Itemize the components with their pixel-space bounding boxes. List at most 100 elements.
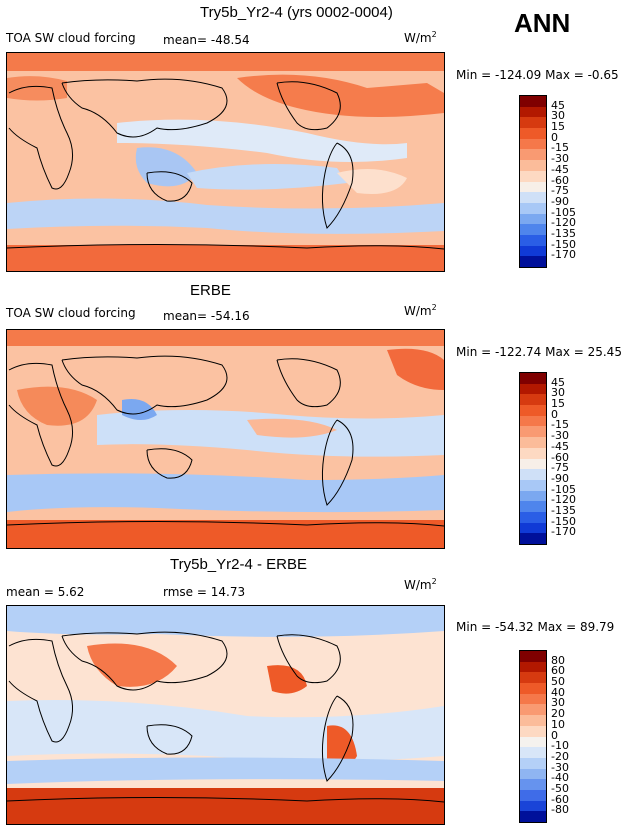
colorbar-label: -60 <box>551 792 569 806</box>
colorbar-segment <box>520 405 546 416</box>
colorbar-label: -120 <box>551 493 576 507</box>
panel3-field-northblue <box>7 606 444 637</box>
colorbar-label: -150 <box>551 514 576 528</box>
colorbar-segment <box>520 149 546 161</box>
colorbar-label: -90 <box>551 471 569 485</box>
colorbar-label: -90 <box>551 194 569 208</box>
colorbar-label: -170 <box>551 525 576 539</box>
panel1-field-base <box>7 53 444 271</box>
panel2-field-stratus <box>247 418 337 438</box>
panel3-coastlines <box>7 631 444 803</box>
colorbar-label: -40 <box>551 771 569 785</box>
colorbar-label: 15 <box>551 397 565 411</box>
season-label: ANN <box>514 8 571 38</box>
panel2-field-southerncb <box>7 473 444 513</box>
colorbar-segment <box>520 426 546 438</box>
colorbar-label: -15 <box>551 418 569 432</box>
colorbar-label: 0 <box>551 407 558 421</box>
colorbar-segment <box>520 779 546 790</box>
colorbar-segment <box>520 479 546 491</box>
colorbar-segment <box>520 160 546 171</box>
colorbar-segment <box>520 437 546 448</box>
colorbar-segment <box>520 747 546 758</box>
panel1-coastlines <box>7 78 444 250</box>
colorbar-label: 50 <box>551 675 565 689</box>
panel1-field-northatlantic <box>7 76 67 101</box>
colorbar-label: -30 <box>551 152 569 166</box>
colorbar-label: 40 <box>551 685 565 699</box>
panel3-field-asia-red <box>87 643 177 687</box>
colorbar-label: -120 <box>551 216 576 230</box>
panel2-field-saharan <box>17 386 97 426</box>
colorbar-segment <box>520 181 546 193</box>
panel3-field-antarctic-red <box>7 788 444 824</box>
colorbar-label: -45 <box>551 439 569 453</box>
colorbar-segment <box>520 768 546 780</box>
colorbar-segment <box>520 256 546 267</box>
colorbar-label: 0 <box>551 130 558 144</box>
colorbar-segment <box>520 447 546 459</box>
colorbar-label: -75 <box>551 184 569 198</box>
colorbar-label: 30 <box>551 386 565 400</box>
colorbar-label: 15 <box>551 120 565 134</box>
colorbar-label: -50 <box>551 781 569 795</box>
colorbar-label: -30 <box>551 760 569 774</box>
colorbar-segment <box>520 415 546 427</box>
colorbar-label: -15 <box>551 141 569 155</box>
colorbar-segment <box>520 725 546 737</box>
panel3-units: W/m2 <box>404 577 437 592</box>
panel2-units: W/m2 <box>404 303 437 318</box>
colorbar-segment <box>520 672 546 684</box>
colorbar-label: -20 <box>551 749 569 763</box>
colorbar-segment <box>520 693 546 705</box>
panel1-minmax: Min = -124.09 Max = -0.65 <box>456 68 619 82</box>
colorbar-label: -105 <box>551 205 576 219</box>
colorbar-segment <box>520 715 546 726</box>
colorbar-segment <box>520 373 546 384</box>
colorbar-segment <box>520 192 546 203</box>
colorbar-segment <box>520 490 546 502</box>
panel1-colorbar <box>519 95 547 268</box>
panel3-map <box>6 605 445 825</box>
panel1-field-antarctic <box>7 245 444 271</box>
colorbar-label: 60 <box>551 664 565 678</box>
panel3-title: Try5b_Yr2-4 - ERBE <box>170 556 307 573</box>
colorbar-segment <box>520 469 546 480</box>
colorbar-segment <box>520 245 546 257</box>
colorbar-label: 30 <box>551 109 565 123</box>
colorbar-segment <box>520 202 546 214</box>
colorbar-segment <box>520 170 546 182</box>
colorbar-segment <box>520 704 546 716</box>
colorbar-segment <box>520 511 546 523</box>
panel2-map <box>6 329 445 549</box>
colorbar-label: -135 <box>551 226 576 240</box>
panel2-coastlines <box>7 355 444 527</box>
panel1-field-warmpool <box>135 147 197 187</box>
panel2-mean: mean= -54.16 <box>163 309 250 323</box>
panel1-field-northpacific <box>237 74 444 117</box>
colorbar-segment <box>520 757 546 769</box>
panel2-field-greenland <box>387 348 444 390</box>
panel2-colorbar <box>519 372 547 545</box>
colorbar-segment <box>520 522 546 534</box>
panel1-field-equatorial-pacific <box>117 119 407 162</box>
colorbar-segment <box>520 383 546 395</box>
colorbar-label: 0 <box>551 728 558 742</box>
panel3-rmse: rmse = 14.73 <box>163 585 246 599</box>
colorbar-label: -105 <box>551 482 576 496</box>
colorbar-label: -75 <box>551 461 569 475</box>
colorbar-label: -135 <box>551 503 576 517</box>
colorbar-segment <box>520 234 546 246</box>
colorbar-segment <box>520 789 546 801</box>
panel3-mean: mean = 5.62 <box>6 585 85 599</box>
colorbar-segment <box>520 213 546 225</box>
panel2-field-warmpool <box>122 399 157 420</box>
panel1-map <box>6 52 445 272</box>
colorbar-label: 10 <box>551 717 565 731</box>
panel1-mean: mean= -48.54 <box>163 33 250 47</box>
panel3-field-southernocean-blue <box>7 757 444 784</box>
panel1-field-arctic <box>7 53 444 71</box>
colorbar-label: -150 <box>551 237 576 251</box>
colorbar-label: 30 <box>551 696 565 710</box>
colorbar-segment <box>520 800 546 812</box>
